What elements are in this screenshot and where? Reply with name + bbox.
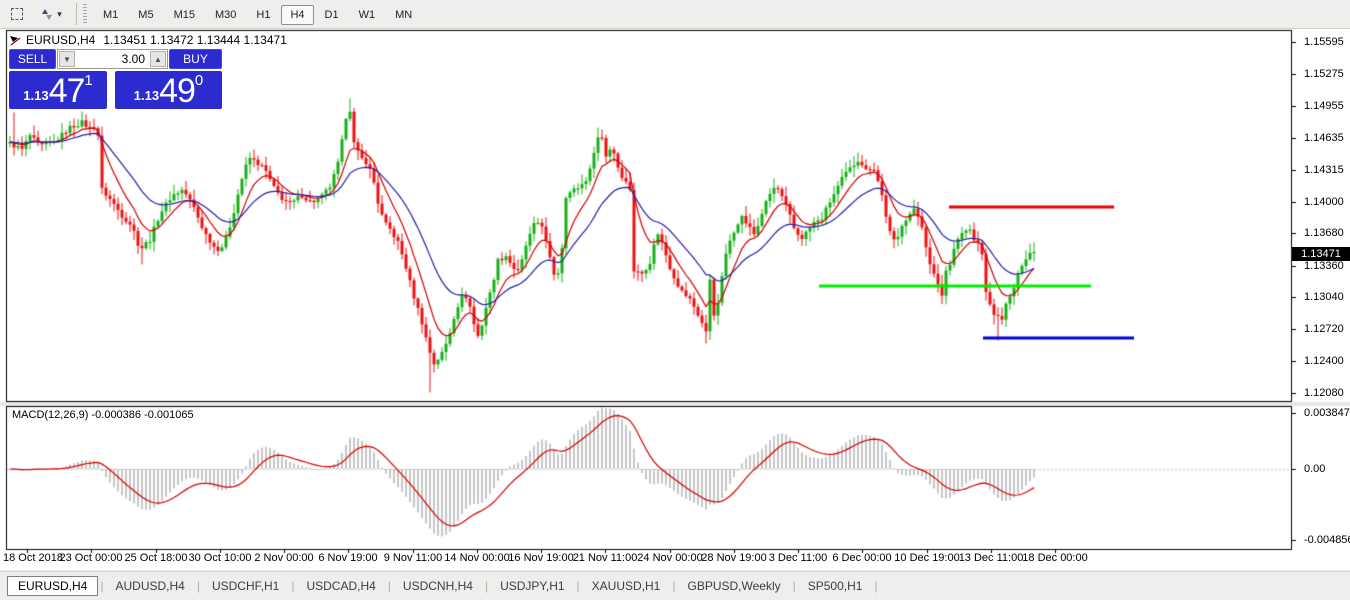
price-axis-label: 1.13680 (1304, 227, 1344, 239)
chart-tab-usdjpy[interactable]: USDJPY,H1 (500, 579, 565, 593)
one-click-trade-panel: SELL ▼ 3.00 ▲ BUY 1.13 47 1 1.13 49 0 (9, 49, 222, 109)
macd-axis-label: -0.004856 (1304, 534, 1350, 546)
buy-price-display[interactable]: 1.13 49 0 (115, 71, 222, 109)
buy-price-pips: 49 (159, 72, 196, 110)
time-axis-label: 14 Nov 00:00 (444, 552, 510, 564)
crosshair-cursor-icon (9, 34, 23, 52)
price-axis-label: 1.13360 (1304, 260, 1344, 272)
price-axis-label: 1.14635 (1304, 132, 1344, 144)
time-axis-label: 30 Oct 10:00 (188, 552, 252, 564)
current-price-badge: 1.13471 (1292, 247, 1350, 261)
tab-separator: | (196, 579, 200, 593)
macd-axis[interactable]: 0.003847 0.00 -0.004856 (1297, 0, 1350, 600)
price-axis-label: 1.15275 (1304, 68, 1344, 80)
chart-tab-sp500[interactable]: SP500,H1 (807, 579, 863, 593)
sell-price-pips: 47 (48, 72, 86, 110)
sell-price-point: 1 (84, 72, 93, 89)
volume-box: ▼ 3.00 ▲ (57, 49, 168, 69)
price-axis-label: 1.12400 (1304, 355, 1344, 367)
time-axis-label: 13 Dec 11:00 (958, 552, 1024, 564)
chart-tab-xauusd[interactable]: XAUUSD,H1 (591, 579, 661, 593)
chart-tab-bar: EURUSD,H4 | AUDUSD,H4 | USDCHF,H1 | USDCAD,H4 |… (0, 571, 1350, 600)
volume-increase-button[interactable]: ▲ (150, 51, 166, 67)
time-axis-label: 2 Nov 00:00 (254, 552, 314, 564)
chart-tab-gbpusd[interactable]: GBPUSD,Weekly (687, 579, 781, 593)
time-axis-label: 16 Nov 19:00 (508, 552, 574, 564)
time-axis-label: 3 Dec 11:00 (768, 552, 828, 564)
chart-tab-audusd[interactable]: AUDUSD,H4 (115, 579, 185, 593)
time-axis-label: 25 Oct 18:00 (124, 552, 188, 564)
time-axis-label: 28 Nov 19:00 (701, 552, 767, 564)
sell-button[interactable]: SELL (9, 49, 56, 69)
chart-tab-eurusd[interactable]: EURUSD,H4 (7, 576, 99, 596)
time-axis-label: 23 Oct 00:00 (59, 552, 123, 564)
price-axis-label: 1.13040 (1304, 291, 1344, 303)
price-axis-label: 1.12080 (1304, 387, 1344, 399)
chart-ohlc-values: 1.13451 1.13472 1.13444 1.13471 (103, 33, 287, 47)
sell-price-prefix: 1.13 (23, 88, 49, 103)
time-axis-label: 24 Nov 00:00 (637, 552, 703, 564)
time-axis-label: 18 Dec 00:00 (1022, 552, 1088, 564)
price-axis-label: 1.14000 (1304, 196, 1344, 208)
time-axis-label: 18 Oct 2018 (3, 552, 63, 564)
chart-symbol-label: EURUSD,H4 (26, 33, 96, 47)
price-axis-label: 1.12720 (1304, 323, 1344, 335)
time-axis-label: 6 Nov 19:00 (318, 552, 378, 564)
time-axis[interactable]: 18 Oct 2018 23 Oct 00:00 25 Oct 18:00 30 Oc… (0, 552, 1350, 567)
chart-header: EURUSD,H4 1.13451 1.13472 1.13444 1.13471 (26, 33, 287, 47)
buy-price-prefix: 1.13 (133, 88, 160, 103)
chart-tab-usdchf[interactable]: USDCHF,H1 (211, 579, 280, 593)
price-axis-label: 1.14315 (1304, 164, 1344, 176)
price-axis-label: 1.14955 (1304, 100, 1344, 112)
tab-separator: | (484, 579, 489, 593)
macd-name: MACD(12,26,9) (12, 409, 89, 421)
tab-separator: | (672, 579, 676, 593)
macd-indicator-label: MACD(12,26,9) -0.000386 -0.001065 (12, 409, 194, 421)
tab-separator: | (792, 579, 796, 593)
price-axis[interactable]: 1.15595 1.15275 1.14955 1.14635 1.14315 1.140… (1297, 0, 1350, 600)
time-axis-label: 9 Nov 11:00 (383, 552, 443, 564)
tab-separator: | (387, 579, 391, 593)
volume-decrease-button[interactable]: ▼ (59, 51, 75, 67)
chart-tab-usdcnh[interactable]: USDCNH,H4 (402, 579, 473, 593)
buy-price-point: 0 (194, 72, 204, 89)
macd-axis-label: 0.00 (1304, 463, 1326, 475)
time-axis-label: 10 Dec 19:00 (894, 552, 960, 564)
sell-price-display[interactable]: 1.13 47 1 (9, 71, 107, 109)
macd-signal-value: -0.001065 (144, 409, 194, 421)
time-axis-label: 21 Nov 11:00 (572, 552, 638, 564)
time-axis-label: 6 Dec 00:00 (832, 552, 892, 564)
tab-separator: | (576, 579, 580, 593)
tab-separator: | (100, 579, 104, 593)
tab-separator: | (291, 579, 295, 593)
price-axis-label: 1.15595 (1304, 36, 1344, 48)
macd-value: -0.000386 (91, 409, 142, 421)
macd-axis-label: 0.003847 (1304, 407, 1350, 419)
volume-input[interactable]: 3.00 (121, 52, 145, 66)
buy-button[interactable]: BUY (169, 49, 222, 69)
chart-tab-usdcad[interactable]: USDCAD,H4 (306, 579, 376, 593)
tab-separator: | (874, 579, 878, 593)
